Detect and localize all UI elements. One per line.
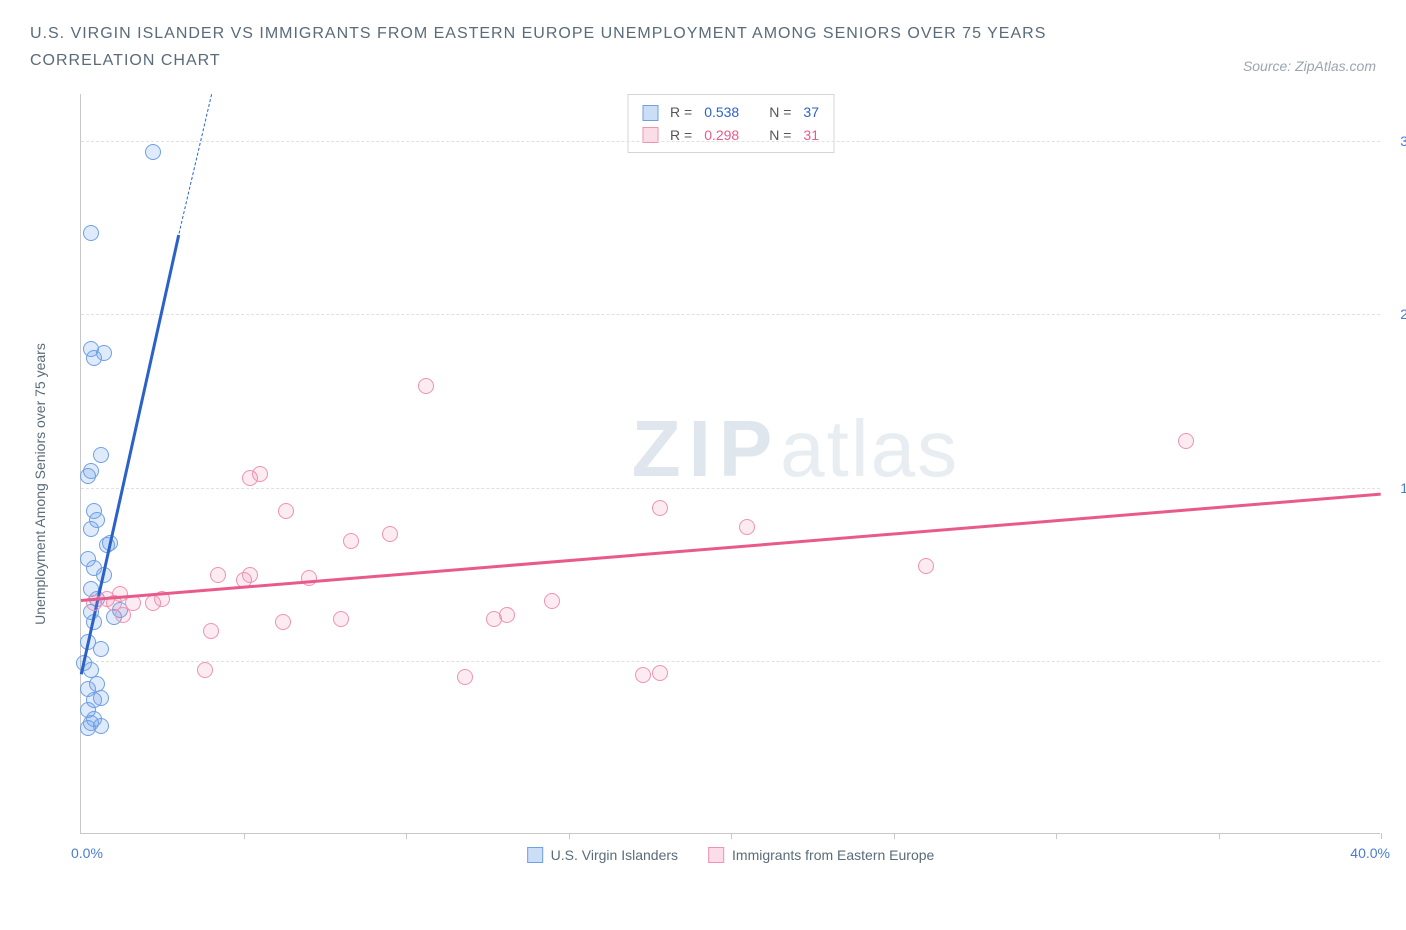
data-point-ee <box>275 614 291 630</box>
data-point-ee <box>652 665 668 681</box>
legend-label-ee: Immigrants from Eastern Europe <box>732 847 934 863</box>
data-point-ee <box>457 669 473 685</box>
data-point-ee <box>333 611 349 627</box>
r-value-usvi: 0.538 <box>704 101 739 123</box>
gridline <box>81 661 1380 662</box>
plot-area: ZIPatlas R = 0.538 N = 37 R = 0.298 N = … <box>80 94 1380 834</box>
chart-container: Unemployment Among Seniors over 75 years… <box>30 84 1376 884</box>
header: U.S. VIRGIN ISLANDER VS IMMIGRANTS FROM … <box>30 20 1376 74</box>
data-point-usvi <box>93 690 109 706</box>
legend-swatch-pink <box>708 847 724 863</box>
data-point-ee <box>739 519 755 535</box>
correlation-stats-box: R = 0.538 N = 37 R = 0.298 N = 31 <box>627 94 834 153</box>
gridline <box>81 314 1380 315</box>
x-tick <box>406 833 407 839</box>
n-label: N = <box>769 124 791 146</box>
data-point-ee <box>343 533 359 549</box>
data-point-ee <box>382 526 398 542</box>
y-tick-label: 7.5% <box>1385 653 1406 669</box>
x-axis-end-label: 40.0% <box>1350 845 1390 861</box>
legend-label-usvi: U.S. Virgin Islanders <box>551 847 678 863</box>
n-label: N = <box>769 101 791 123</box>
watermark: ZIPatlas <box>632 403 959 495</box>
data-point-ee <box>210 567 226 583</box>
data-point-ee <box>918 558 934 574</box>
data-point-usvi <box>86 503 102 519</box>
data-point-usvi <box>83 341 99 357</box>
legend-item-ee: Immigrants from Eastern Europe <box>708 847 934 863</box>
legend-item-usvi: U.S. Virgin Islanders <box>527 847 678 863</box>
y-tick-label: 15.0% <box>1385 480 1406 496</box>
data-point-usvi <box>80 551 96 567</box>
stats-row-usvi: R = 0.538 N = 37 <box>642 101 819 123</box>
data-point-ee <box>278 503 294 519</box>
data-point-usvi <box>93 447 109 463</box>
data-point-ee <box>197 662 213 678</box>
x-tick <box>244 833 245 839</box>
gridline <box>81 141 1380 142</box>
x-tick <box>1219 833 1220 839</box>
swatch-blue <box>642 105 658 121</box>
data-point-ee <box>499 607 515 623</box>
data-point-usvi <box>89 676 105 692</box>
y-tick-label: 22.5% <box>1385 306 1406 322</box>
legend: U.S. Virgin Islanders Immigrants from Ea… <box>527 847 935 863</box>
x-tick <box>1056 833 1057 839</box>
data-point-ee <box>203 623 219 639</box>
x-axis-start-label: 0.0% <box>71 845 103 861</box>
data-point-ee <box>242 567 258 583</box>
data-point-ee <box>252 466 268 482</box>
r-label: R = <box>670 124 692 146</box>
data-point-ee <box>1178 433 1194 449</box>
x-tick <box>894 833 895 839</box>
data-point-usvi <box>83 463 99 479</box>
y-axis-label: Unemployment Among Seniors over 75 years <box>32 344 48 626</box>
gridline <box>81 488 1380 489</box>
y-tick-label: 30.0% <box>1385 133 1406 149</box>
data-point-ee <box>635 667 651 683</box>
chart-title: U.S. VIRGIN ISLANDER VS IMMIGRANTS FROM … <box>30 20 1150 74</box>
legend-swatch-blue <box>527 847 543 863</box>
r-value-ee: 0.298 <box>704 124 739 146</box>
watermark-part2: atlas <box>780 404 959 493</box>
x-tick <box>731 833 732 839</box>
x-tick <box>569 833 570 839</box>
watermark-part1: ZIP <box>632 404 780 493</box>
data-point-ee <box>544 593 560 609</box>
r-label: R = <box>670 101 692 123</box>
data-point-ee <box>112 586 128 602</box>
data-point-ee <box>652 500 668 516</box>
trend-line-ee <box>81 492 1381 601</box>
data-point-ee <box>418 378 434 394</box>
source-attribution: Source: ZipAtlas.com <box>1243 58 1376 74</box>
data-point-usvi <box>83 225 99 241</box>
n-value-ee: 31 <box>803 124 819 146</box>
stats-row-ee: R = 0.298 N = 31 <box>642 124 819 146</box>
trend-dash-usvi <box>178 95 211 234</box>
data-point-usvi <box>145 144 161 160</box>
x-tick <box>1381 833 1382 839</box>
n-value-usvi: 37 <box>803 101 819 123</box>
